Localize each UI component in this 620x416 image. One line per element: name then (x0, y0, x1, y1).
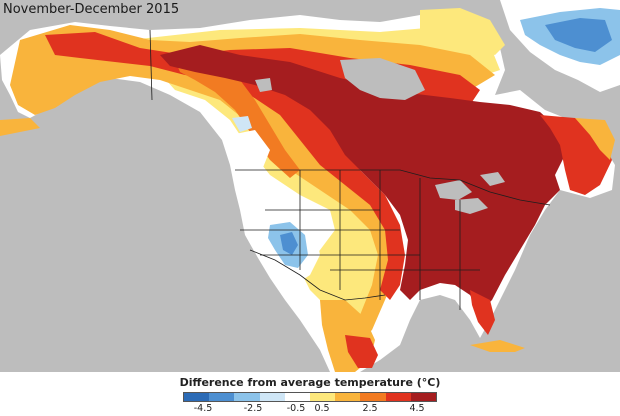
political-borders (149, 29, 551, 310)
legend-title: Difference from average temperature (°C) (179, 376, 441, 389)
map-title: November-December 2015 (3, 2, 180, 17)
legend-swatch (335, 393, 361, 401)
legend-color-bar (183, 392, 437, 402)
legend-swatch (310, 393, 336, 401)
legend-swatch (360, 393, 386, 401)
legend-swatch (259, 393, 285, 401)
legend-tick-label: 2.5 (362, 403, 378, 414)
legend-swatch (385, 393, 411, 401)
legend-tick-label: 0.5 (314, 403, 330, 414)
legend-tick-label: -2.5 (243, 403, 263, 414)
legend-swatch (410, 393, 437, 401)
temperature-anomaly-map (0, 0, 620, 372)
legend-swatch (184, 393, 210, 401)
legend-tick-labels: -4.5 -2.5 -0.5 0.5 2.5 4.5 (183, 403, 437, 415)
legend-swatch (284, 393, 311, 401)
legend-tick-label: -4.5 (193, 403, 213, 414)
legend-swatch (209, 393, 235, 401)
legend: Difference from average temperature (°C)… (0, 372, 620, 416)
legend-tick-label: -0.5 (286, 403, 306, 414)
anomaly-fields (10, 8, 620, 372)
legend-tick-label: 4.5 (409, 403, 425, 414)
cuba (470, 340, 525, 352)
legend-swatch (234, 393, 260, 401)
inland-water (255, 58, 505, 214)
